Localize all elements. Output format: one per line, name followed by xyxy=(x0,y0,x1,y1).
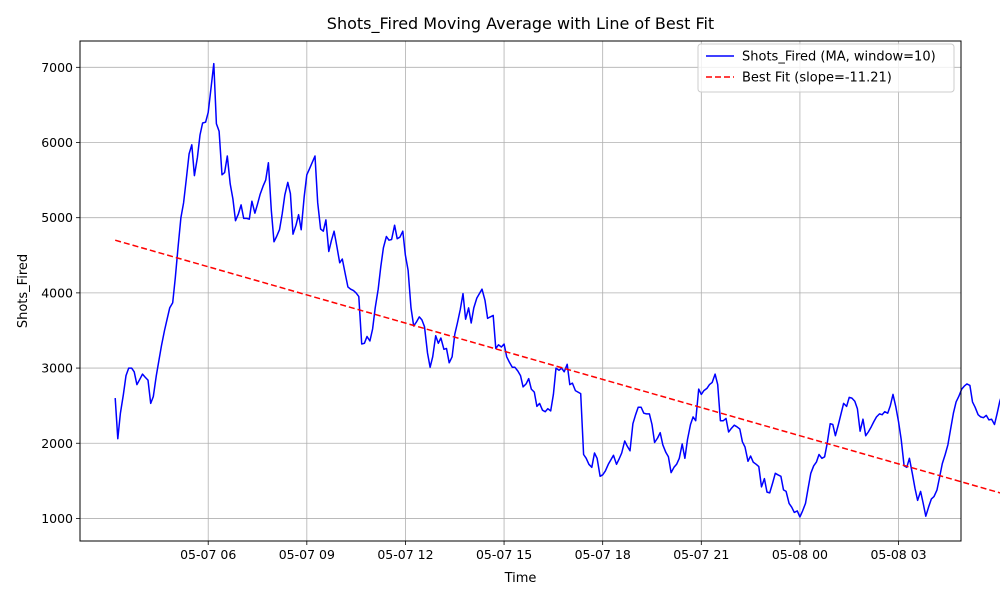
x-axis-label: Time xyxy=(504,571,537,586)
y-tick-label: 1000 xyxy=(41,511,73,526)
y-axis-ticks: 1000 2000 3000 4000 5000 6000 7000 xyxy=(41,60,80,526)
x-tick-label: 05-07 15 xyxy=(476,547,532,562)
y-axis-label: Shots_Fired xyxy=(16,254,31,328)
legend-label-fit: Best Fit (slope=-11.21) xyxy=(742,71,892,86)
legend-box xyxy=(697,43,955,93)
x-tick-label: 05-07 21 xyxy=(673,547,729,562)
y-tick-label: 4000 xyxy=(41,285,73,300)
grid xyxy=(80,41,961,541)
x-tick-label: 05-08 03 xyxy=(870,547,926,562)
y-tick-label: 7000 xyxy=(41,60,73,75)
y-tick-label: 2000 xyxy=(41,436,73,451)
series-line-best-fit xyxy=(114,239,1000,494)
series-layer xyxy=(114,62,1000,518)
x-tick-label: 05-07 09 xyxy=(279,547,335,562)
legend: Shots_Fired (MA, window=10) Best Fit (sl… xyxy=(697,43,955,93)
x-tick-label: 05-07 06 xyxy=(180,547,236,562)
plot-frame xyxy=(79,40,962,542)
chart-title: Shots_Fired Moving Average with Line of … xyxy=(327,14,714,34)
series-line-moving-average xyxy=(114,62,1000,518)
plot-area xyxy=(80,41,961,541)
y-tick-label: 3000 xyxy=(41,361,73,376)
x-tick-label: 05-07 18 xyxy=(575,547,631,562)
y-tick-label: 5000 xyxy=(41,210,73,225)
legend-label-ma: Shots_Fired (MA, window=10) xyxy=(742,50,936,65)
x-tick-label: 05-08 00 xyxy=(772,547,828,562)
x-tick-label: 05-07 12 xyxy=(377,547,433,562)
x-axis-ticks: 05-07 06 05-07 09 05-07 12 05-07 15 05-07 18… xyxy=(180,541,927,562)
y-tick-label: 6000 xyxy=(41,135,73,150)
